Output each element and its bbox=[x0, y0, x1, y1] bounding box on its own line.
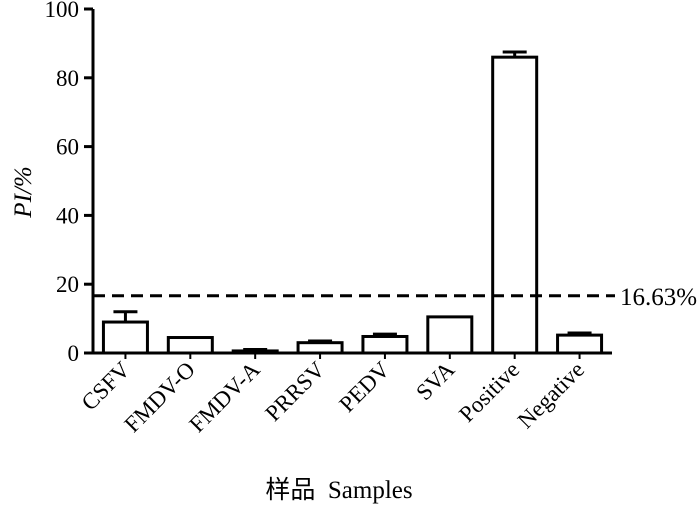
bars bbox=[101, 50, 604, 355]
bar bbox=[296, 341, 344, 355]
bar bbox=[491, 55, 539, 355]
x-tick-label: SVA bbox=[411, 357, 459, 405]
x-axis-title: 样品 Samples bbox=[265, 476, 412, 504]
x-tick-label: CSFV bbox=[77, 357, 136, 416]
y-tick-label: 100 bbox=[45, 0, 80, 22]
x-tick-label: PEDV bbox=[334, 357, 394, 417]
threshold-line-group: 16.63% bbox=[93, 284, 697, 311]
y-axis: 0 20 40 60 80 100 bbox=[45, 0, 95, 366]
x-tick-label: FMDV-O bbox=[120, 357, 200, 437]
x-tick-label: Negative bbox=[513, 357, 589, 433]
bar bbox=[426, 315, 474, 355]
x-tick-label: FMDV-A bbox=[184, 357, 265, 438]
threshold-label: 16.63% bbox=[620, 284, 697, 311]
y-tick-label: 60 bbox=[56, 135, 79, 160]
x-tick-label: PRRSV bbox=[260, 357, 329, 426]
bar bbox=[556, 333, 604, 355]
bar bbox=[101, 320, 149, 355]
y-tick-label: 40 bbox=[56, 203, 79, 228]
y-axis-title: PI/% bbox=[10, 166, 37, 218]
y-tick-label: 20 bbox=[56, 272, 79, 297]
y-tick-label: 0 bbox=[68, 341, 80, 366]
bar bbox=[361, 334, 409, 355]
bar bbox=[166, 336, 214, 355]
y-tick-label: 80 bbox=[56, 66, 79, 91]
